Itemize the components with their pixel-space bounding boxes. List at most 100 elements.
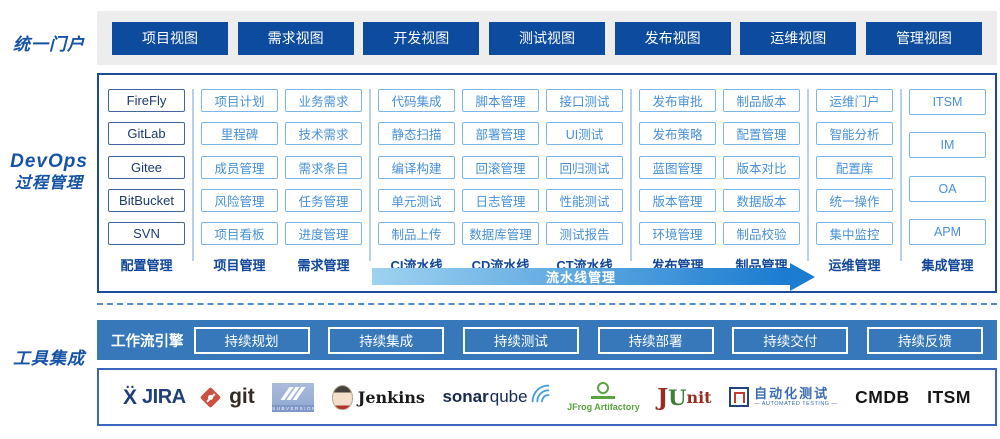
module-column: ITSM IM OA APM 集成管理 [909, 89, 986, 274]
module-chip: 测试报告 [546, 222, 623, 245]
subversion-icon: SUBVERSION [272, 382, 315, 412]
module-chip: 统一操作 [816, 188, 893, 212]
module-chip: APM [909, 218, 986, 245]
portal-view-button[interactable]: 需求视图 [237, 21, 354, 55]
jenkins-logo: Jenkins [331, 384, 425, 410]
tool-logos-bar: Ẍ JIRA git SUBVERSION Jenkins sonar qube [97, 368, 997, 426]
module-column: 运维门户 智能分析 配置库 统一操作 集中监控 运维管理 [816, 89, 893, 274]
module-chip: 数据库管理 [462, 222, 539, 245]
column-divider [630, 89, 632, 261]
jira-logo: Ẍ JIRA [123, 386, 186, 409]
module-chip: 版本对比 [723, 155, 800, 179]
git-logo: git [199, 385, 255, 409]
module-column: 代码集成 静态扫描 编译构建 单元测试 制品上传 CI流水线 [378, 89, 455, 274]
module-chip: 发布审批 [639, 89, 716, 112]
automated-testing-logo-text-en: — AUTOMATED TESTING — [754, 401, 838, 408]
pipeline-arrow-body: 流水线管理 [372, 268, 790, 285]
module-chip: 项目看板 [201, 222, 278, 245]
jfrog-icon [597, 382, 610, 395]
workflow-stage-button[interactable]: 持续部署 [597, 326, 714, 354]
jenkins-logo-text: Jenkins [357, 387, 425, 407]
module-chip: 性能测试 [546, 188, 623, 212]
module-column: 业务需求 技术需求 需求条目 任务管理 进度管理 需求管理 [285, 89, 362, 274]
module-chip: 智能分析 [816, 122, 893, 146]
module-chip: 项目计划 [201, 89, 278, 112]
module-chip: OA [909, 175, 986, 202]
jira-logo-text: JIRA [142, 385, 186, 408]
column-footer-label: 项目管理 [213, 258, 266, 273]
jira-icon: Ẍ [123, 385, 138, 409]
portal-view-button[interactable]: 运维视图 [740, 21, 857, 55]
column-divider [807, 89, 809, 261]
portal-view-buttons: 项目视图 需求视图 开发视图 测试视图 发布视图 运维视图 管理视图 [97, 21, 997, 55]
subversion-slashes-icon [272, 383, 314, 405]
cmdb-logo: CMDB [855, 387, 910, 408]
module-chip: ITSM [909, 89, 986, 115]
module-chip: 进度管理 [285, 222, 362, 245]
workflow-stage-button[interactable]: 持续测试 [462, 326, 579, 354]
module-chip: 运维门户 [816, 89, 893, 112]
itsm-logo-text: ITSM [927, 386, 971, 407]
module-columns: FireFly GitLab Gitee BitBucket SVN 配置管理 项目计划 里程… [99, 75, 995, 274]
pipeline-management-arrow: 流水线管理 [372, 262, 815, 291]
module-chip: 日志管理 [462, 188, 539, 212]
workflow-stage-button[interactable]: 持续交付 [732, 326, 849, 354]
portal-view-bar: 项目视图 需求视图 开发视图 测试视图 发布视图 运维视图 管理视图 [97, 11, 997, 65]
workflow-stage-button[interactable]: 持续反馈 [866, 326, 983, 354]
automated-testing-logo-text-cn: 自动化测试 [754, 385, 830, 401]
workflow-stage-buttons: 持续规划 持续集成 持续测试 持续部署 持续交付 持续反馈 [193, 326, 984, 354]
module-chip: 技术需求 [285, 122, 362, 146]
module-chip: 发布策略 [639, 122, 716, 146]
module-column: 制品版本 配置管理 版本对比 数据版本 制品校验 制品管理 [723, 89, 800, 274]
portal-view-button[interactable]: 项目视图 [112, 21, 228, 55]
module-chip: 静态扫描 [378, 122, 455, 146]
itsm-logo: ITSM [927, 387, 971, 408]
column-footer-label: 集成管理 [921, 258, 974, 273]
devops-process-label: DevOps 过程管理 [4, 150, 94, 194]
module-chip: 制品上传 [378, 222, 455, 245]
git-icon [199, 386, 222, 408]
module-chip: 制品校验 [723, 222, 800, 245]
module-chip: 成员管理 [201, 155, 278, 179]
module-chip: 回滚管理 [462, 155, 539, 179]
module-chip: 接口测试 [546, 89, 623, 112]
module-chip: GitLab [108, 122, 185, 146]
module-chip: SVN [108, 222, 185, 245]
junit-logo-text-u: U [668, 384, 687, 410]
column-footer-label: 运维管理 [828, 258, 881, 273]
git-logo-text: git [229, 385, 255, 408]
module-chip: 环境管理 [639, 222, 716, 245]
module-chip: 回归测试 [546, 155, 623, 179]
automated-testing-icon [729, 387, 750, 407]
module-column: FireFly GitLab Gitee BitBucket SVN 配置管理 [108, 89, 185, 274]
module-column: 项目计划 里程碑 成员管理 风险管理 项目看板 项目管理 [201, 89, 278, 274]
module-chip: 里程碑 [201, 122, 278, 146]
module-chip: 配置管理 [723, 122, 800, 146]
portal-view-button[interactable]: 发布视图 [614, 21, 731, 55]
column-footer-label: 配置管理 [120, 258, 173, 273]
junit-logo-text-j: J [657, 383, 669, 411]
module-chip: 数据版本 [723, 188, 800, 212]
module-chip: 需求条目 [285, 155, 362, 179]
module-chip: 单元测试 [378, 188, 455, 212]
module-chip: IM [909, 132, 986, 159]
portal-view-button[interactable]: 开发视图 [363, 21, 480, 55]
devops-process-box: FireFly GitLab Gitee BitBucket SVN 配置管理 项目计划 里程… [97, 73, 997, 293]
workflow-stage-button[interactable]: 持续规划 [193, 326, 310, 354]
sonarqube-logo-text-bold: sonar [442, 387, 489, 406]
portal-view-button[interactable]: 测试视图 [488, 21, 605, 55]
devops-process-label-line2: 过程管理 [14, 174, 83, 192]
module-chip: 任务管理 [285, 188, 362, 212]
portal-view-button[interactable]: 管理视图 [865, 21, 982, 55]
jfrog-logo-text: JFrog Artifactory [567, 401, 640, 412]
column-divider [900, 89, 902, 261]
module-chip: Gitee [108, 155, 185, 179]
column-footer-label: 需求管理 [297, 258, 350, 273]
sonarqube-logo: sonar qube [442, 384, 549, 407]
module-chip: 蓝图管理 [639, 155, 716, 179]
module-chip: UI测试 [546, 122, 623, 146]
workflow-stage-button[interactable]: 持续集成 [328, 326, 445, 354]
column-divider [369, 89, 371, 261]
section-dashed-separator [97, 303, 997, 305]
